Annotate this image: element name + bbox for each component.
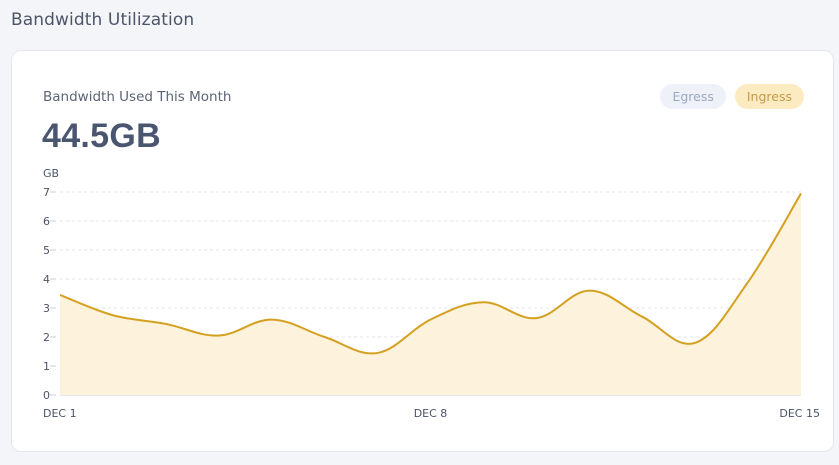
x-tick-label-dec-1: DEC 1 bbox=[43, 407, 77, 420]
page-title: Bandwidth Utilization bbox=[11, 10, 195, 30]
y-tick-label-7: 7 bbox=[43, 186, 50, 199]
x-tick-label-dec-8: DEC 8 bbox=[414, 407, 448, 420]
legend-egress-toggle[interactable]: Egress bbox=[660, 84, 726, 109]
y-tick-label-4: 4 bbox=[43, 273, 50, 286]
y-tick-label-6: 6 bbox=[43, 215, 50, 228]
x-tick-label-dec-15: DEC 15 bbox=[779, 407, 820, 420]
ingress-area bbox=[60, 193, 801, 395]
y-axis-unit-label: GB bbox=[43, 167, 59, 180]
legend-ingress-toggle[interactable]: Ingress bbox=[734, 84, 804, 109]
card-label: Bandwidth Used This Month bbox=[43, 89, 232, 105]
y-tick-label-5: 5 bbox=[43, 244, 50, 257]
y-tick-label-2: 2 bbox=[43, 331, 50, 344]
bandwidth-total: 44.5GB bbox=[42, 117, 161, 155]
y-tick-label-3: 3 bbox=[43, 302, 50, 315]
axis-layer: 0 1 2 3 4 5 6 7 DEC 1 DEC 8 DEC 15 bbox=[43, 186, 820, 420]
y-tick-label-1: 1 bbox=[43, 360, 50, 373]
legend: Egress Ingress bbox=[660, 84, 804, 109]
ingress-line bbox=[59, 192, 802, 355]
y-tick-label-0: 0 bbox=[43, 389, 50, 402]
